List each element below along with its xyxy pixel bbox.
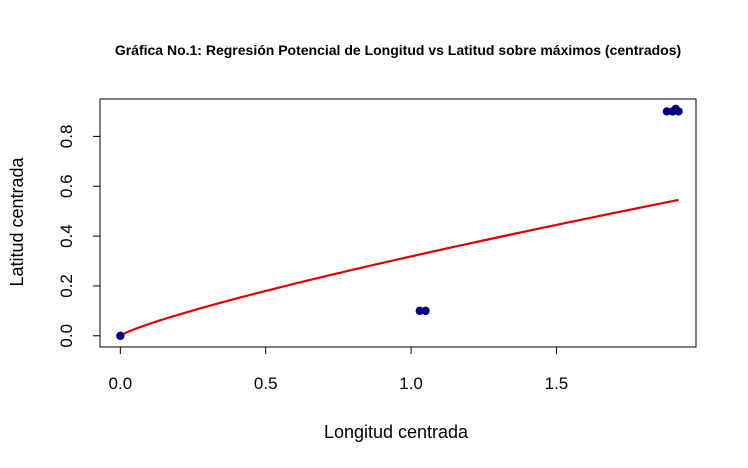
data-point xyxy=(421,306,430,316)
x-tick-label: 0.5 xyxy=(254,374,278,393)
data-point xyxy=(415,306,425,316)
y-axis-label: Latitud centrada xyxy=(7,156,27,286)
y-tick-label: 0.0 xyxy=(57,324,76,348)
y-tick-label: 0.4 xyxy=(57,224,76,248)
x-tick-label: 1.0 xyxy=(399,374,423,393)
data-point xyxy=(674,107,683,116)
fit-layer xyxy=(119,198,679,337)
y-axis: 0.0 0.2 0.4 0.6 0.8 xyxy=(57,125,101,348)
x-axis: 0.0 0.5 1.0 1.5 xyxy=(109,346,569,393)
y-tick-label: 0.6 xyxy=(57,174,76,198)
points-layer xyxy=(116,104,683,340)
x-tick-label: 1.5 xyxy=(545,374,569,393)
data-point xyxy=(116,331,125,340)
data-point xyxy=(662,107,672,116)
plot-frame xyxy=(99,98,697,348)
chart-title: Gráfica No.1: Regresión Potencial de Lon… xyxy=(115,42,681,58)
y-tick-label: 0.8 xyxy=(57,125,76,149)
x-tick-label: 0.0 xyxy=(109,374,133,393)
x-axis-label: Longitud centrada xyxy=(324,422,469,442)
y-tick-label: 0.2 xyxy=(57,274,76,298)
fit-line xyxy=(119,198,679,337)
